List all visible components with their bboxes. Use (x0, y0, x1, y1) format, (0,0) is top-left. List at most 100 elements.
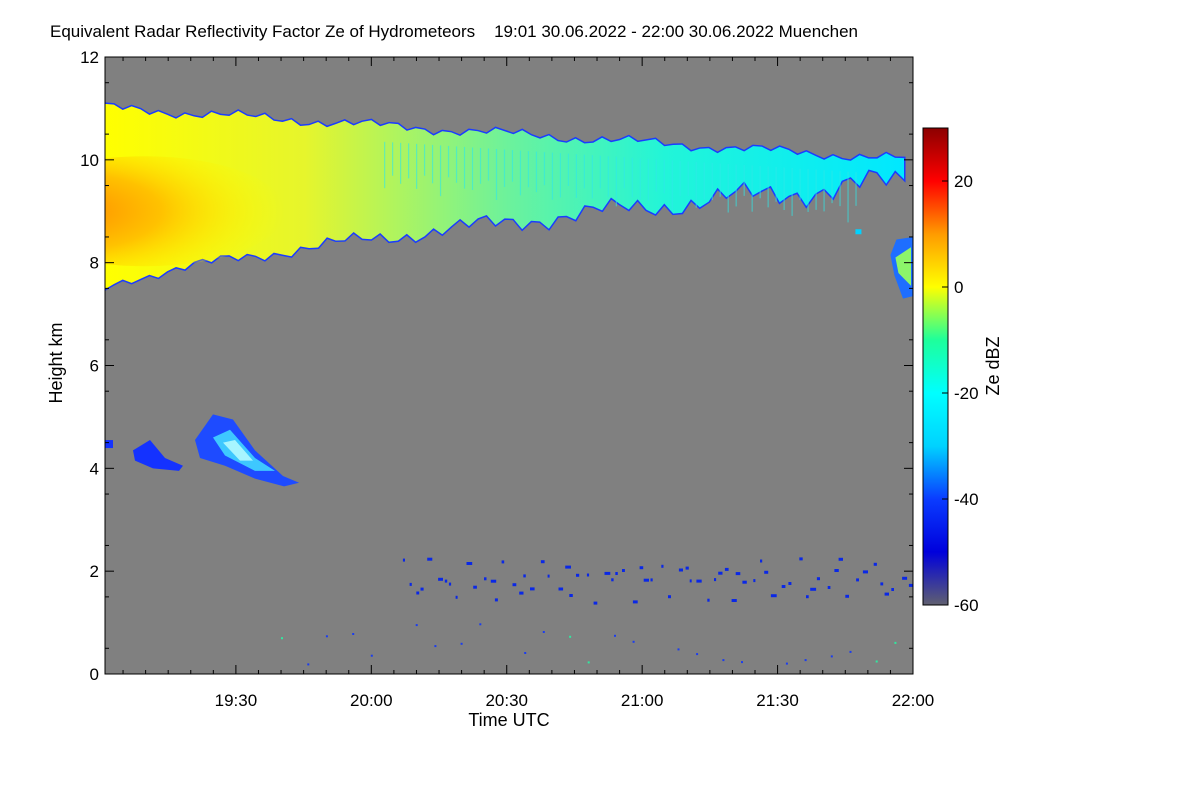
echo-speck (856, 578, 859, 582)
echo-speck (519, 591, 524, 595)
echo-speck (494, 598, 498, 602)
echo-speck (677, 648, 680, 651)
echo-speck (455, 595, 458, 599)
echo-speck (547, 574, 550, 578)
y-axis: 0 2 4 6 8 10 12 (80, 48, 913, 684)
echo-speck (524, 652, 527, 654)
echo-speck (816, 577, 820, 581)
echo-speck (678, 568, 683, 572)
colorbar-tick-label: -60 (954, 596, 979, 615)
echo-speck (806, 595, 809, 599)
low-level-echoes (281, 557, 913, 666)
echo-speck (632, 640, 635, 643)
wisp (132, 440, 183, 471)
wisp (105, 440, 113, 449)
echo-speck (466, 562, 473, 565)
echo-speck (834, 569, 839, 572)
echo-speck (875, 660, 878, 663)
echo-speck (714, 578, 717, 582)
colorbar-tick-label: -40 (954, 490, 979, 509)
y-tick-label: 2 (90, 562, 99, 581)
echo-speck (479, 623, 482, 626)
echo-speck (668, 595, 671, 599)
echo-speck (838, 557, 843, 561)
colorbar-tick-label: 0 (954, 278, 963, 297)
upper-cloud-layer (105, 103, 904, 290)
echo-speck (530, 587, 535, 591)
echo-speck (490, 579, 497, 583)
speck (855, 229, 862, 235)
echo-speck (415, 624, 418, 627)
echo-speck (427, 557, 433, 561)
echo-speck (622, 569, 625, 572)
echo-speck (512, 583, 517, 587)
echo-speck (902, 576, 908, 580)
mid-level-patch (105, 414, 300, 487)
echo-speck (770, 594, 777, 598)
echo-speck (611, 578, 614, 582)
echo-speck (873, 562, 877, 566)
echo-speck (523, 574, 526, 578)
echo-speck (880, 582, 884, 586)
echo-speck (799, 557, 803, 561)
echo-speck (587, 661, 590, 664)
echo-speck (434, 645, 437, 648)
x-tick-label: 20:30 (485, 691, 528, 710)
echo-speck (696, 579, 702, 583)
x-tick-label: 22:00 (892, 691, 935, 710)
echo-speck (781, 585, 786, 588)
echo-speck (830, 655, 833, 658)
echo-speck (891, 588, 894, 591)
echo-speck (722, 659, 725, 662)
y-tick-label: 4 (90, 459, 99, 478)
echo-speck (501, 560, 505, 564)
echo-speck (810, 587, 817, 591)
y-axis-label: Height km (46, 322, 66, 403)
echo-speck (753, 579, 756, 583)
echo-speck (438, 577, 443, 581)
echo-speck (484, 577, 487, 581)
chart-title: Equivalent Radar Reflectivity Factor Ze … (50, 22, 858, 42)
echo-speck (862, 570, 868, 574)
echo-speck (689, 579, 692, 583)
echo-speck (884, 592, 889, 596)
echo-speck (402, 558, 405, 562)
echo-speck (614, 634, 616, 637)
echo-speck (352, 633, 355, 635)
echo-speck (586, 573, 590, 577)
echo-speck (724, 567, 729, 571)
echo-speck (785, 662, 788, 665)
echo-speck (281, 637, 283, 640)
echo-speck (473, 585, 477, 589)
echo-speck (685, 566, 689, 570)
colorbar-tick-label: -20 (954, 384, 979, 403)
y-tick-label: 12 (80, 48, 99, 67)
echo-speck (604, 571, 611, 575)
y-tick-label: 8 (90, 254, 99, 273)
echo-speck (760, 559, 763, 563)
colorbar-axis: 20 0 -20 -40 -60 (942, 172, 979, 615)
echo-features (105, 102, 913, 666)
x-axis-label: Time UTC (468, 710, 549, 730)
echo-speck (569, 594, 573, 597)
echo-speck (615, 572, 618, 575)
echo-speck (827, 586, 831, 589)
echo-speck (569, 635, 572, 638)
x-tick-label: 19:30 (215, 691, 258, 710)
x-axis: 19:30 20:00 20:30 21:00 21:30 22:00 (122, 57, 935, 710)
echo-speck (718, 571, 723, 575)
echo-speck (370, 654, 373, 657)
x-tick-label: 21:30 (756, 691, 799, 710)
echo-speck (593, 601, 598, 605)
echo-speck (448, 582, 452, 586)
echo-speck (565, 565, 571, 569)
echo-speck (908, 583, 913, 587)
colorbar-label: Ze dBZ (983, 336, 1003, 395)
echo-speck (696, 653, 699, 656)
echo-speck (894, 641, 897, 644)
echo-speck (639, 566, 644, 570)
echo-speck (444, 579, 448, 583)
echo-speck (845, 594, 849, 598)
echo-speck (576, 573, 580, 577)
